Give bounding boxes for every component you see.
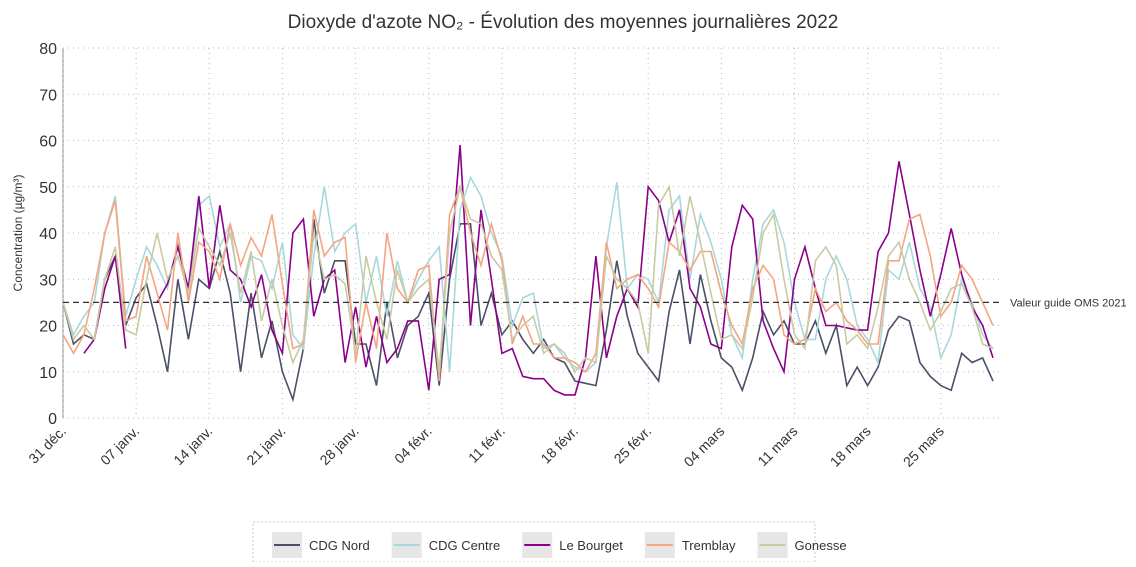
legend-label: CDG Nord (309, 538, 370, 553)
series-line (83, 145, 994, 396)
legend-label: Le Bourget (559, 538, 623, 553)
y-tick-label: 30 (39, 272, 57, 289)
series-line (62, 184, 994, 382)
x-tick-label: 28 janv. (316, 423, 361, 468)
x-tick-label: 31 déc. (25, 423, 69, 467)
y-axis-label: Concentration (µg/m³) (11, 175, 25, 292)
y-tick-label: 70 (39, 87, 57, 104)
x-tick-label: 04 févr. (391, 423, 435, 467)
y-tick-label: 40 (39, 226, 57, 243)
x-tick-label: 11 mars (754, 423, 800, 469)
y-tick-label: 50 (39, 180, 57, 197)
y-tick-label: 80 (39, 41, 57, 58)
legend-label: CDG Centre (429, 538, 501, 553)
x-tick-label: 21 janv. (243, 423, 288, 468)
y-tick-label: 60 (39, 134, 57, 151)
x-tick-label: 07 janv. (97, 423, 142, 468)
x-tick-label: 18 févr. (537, 423, 581, 467)
x-tick-label: 18 mars (827, 423, 874, 470)
legend-box (252, 521, 816, 563)
x-tick-label: 11 févr. (465, 423, 508, 466)
legend-label: Gonesse (795, 538, 847, 553)
x-tick-label: 04 mars (680, 423, 727, 470)
x-tick-label: 25 mars (900, 423, 947, 470)
x-tick-label: 25 févr. (611, 423, 655, 467)
chart-title: Dioxyde d'azote NO₂ - Évolution des moye… (288, 12, 839, 33)
series-line (62, 183, 994, 374)
series-line (62, 218, 994, 403)
y-tick-label: 0 (48, 411, 57, 428)
y-tick-label: 20 (39, 319, 57, 336)
x-tick-label: 14 janv. (170, 423, 215, 468)
legend-label: Tremblay (682, 538, 736, 553)
series-line (62, 175, 994, 373)
reference-label: Valeur guide OMS 2021 (1010, 297, 1127, 309)
y-tick-label: 10 (39, 365, 57, 382)
